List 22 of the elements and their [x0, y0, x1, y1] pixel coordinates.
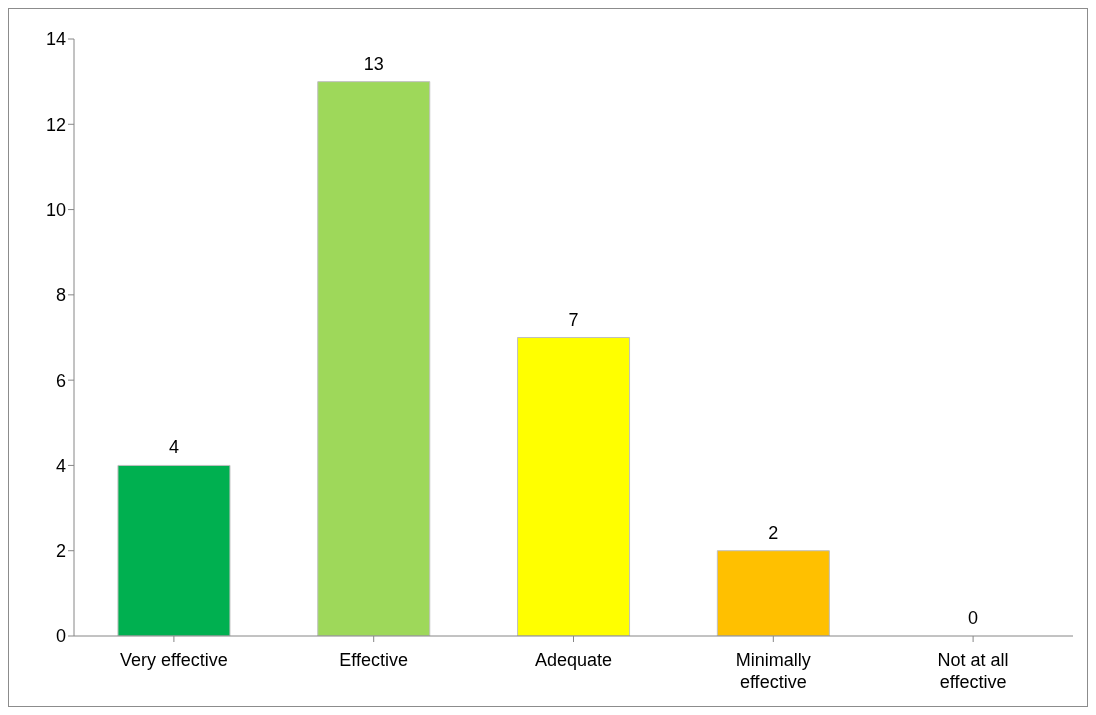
bar	[317, 81, 431, 636]
y-tick-label: 4	[55, 455, 66, 476]
bar	[716, 550, 830, 636]
data-label: 4	[168, 437, 179, 458]
data-label: 0	[968, 608, 979, 628]
y-tick-label: 2	[55, 541, 66, 562]
x-tick-label: Not at all effective	[937, 650, 1009, 692]
data-label: 7	[568, 309, 579, 330]
data-label: 2	[768, 522, 779, 543]
y-tick-label: 8	[55, 285, 66, 306]
y-tick-label: 14	[45, 29, 66, 50]
y-tick-label: 0	[55, 626, 66, 647]
bar	[117, 464, 231, 636]
y-tick-label: 6	[55, 370, 66, 391]
x-tick-label: Effective	[339, 650, 409, 670]
x-tick-label: Minimally effective	[735, 650, 811, 692]
y-tick-label: 10	[45, 199, 66, 220]
x-tick-label: Very effective	[120, 650, 228, 670]
y-tick-label: 12	[45, 114, 66, 135]
bar	[517, 337, 631, 636]
x-tick-label: Adequate	[534, 650, 613, 670]
data-label: 13	[363, 53, 384, 74]
